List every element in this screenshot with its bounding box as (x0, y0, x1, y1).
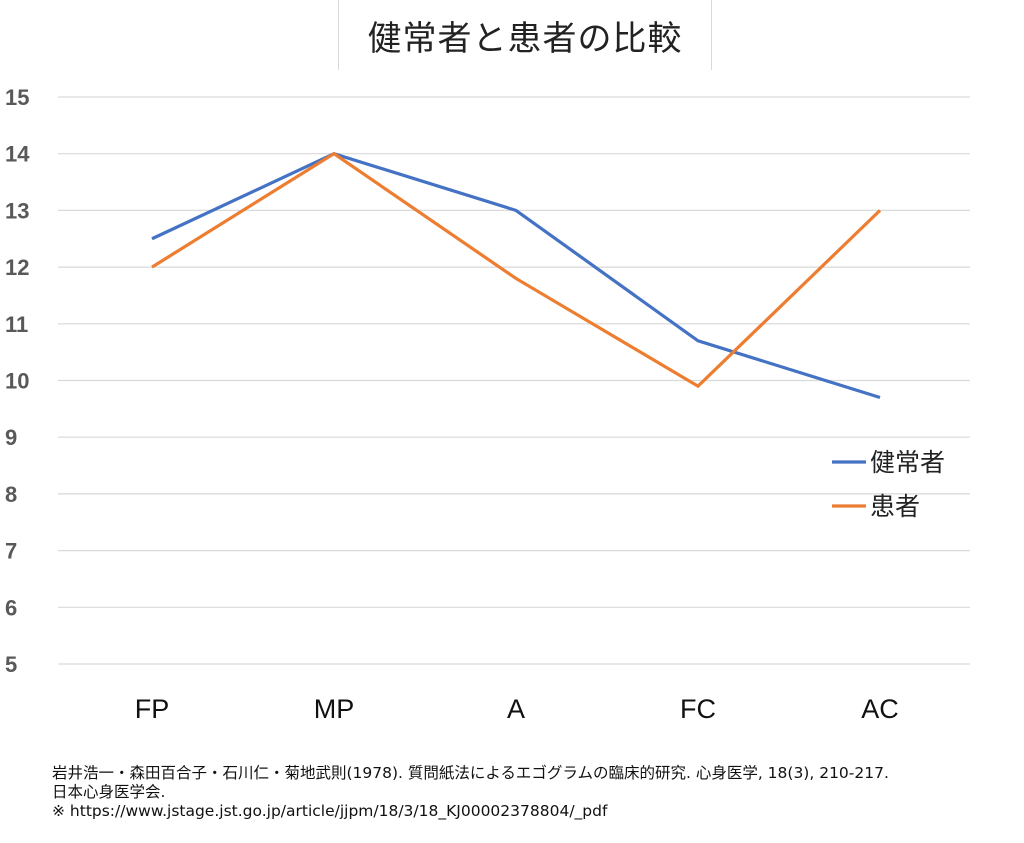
series-line (151, 151, 882, 389)
y-tick-label: 6 (5, 595, 17, 620)
citation-line-3: ※ https://www.jstage.jst.go.jp/article/j… (52, 802, 608, 820)
chart-title-box: 健常者と患者の比較 (338, 0, 712, 70)
y-tick-label: 14 (5, 142, 30, 167)
chart-title: 健常者と患者の比較 (367, 18, 683, 59)
y-tick-label: 8 (5, 482, 17, 507)
legend-label: 患者 (870, 492, 920, 521)
citation-line-1: 岩井浩一・森田百合子・石川仁・菊地武則(1978). 質問紙法によるエゴグラムの… (52, 764, 889, 782)
y-tick-label: 11 (5, 312, 28, 337)
y-tick-label: 7 (5, 539, 17, 564)
y-tick-label: 15 (5, 85, 29, 110)
y-tick-label: 10 (5, 369, 29, 394)
y-tick-label: 12 (5, 255, 29, 280)
x-tick-label: FP (135, 694, 170, 724)
y-tick-label: 13 (5, 198, 29, 223)
x-tick-label: MP (314, 694, 355, 724)
series-line (151, 151, 881, 400)
x-tick-label: FC (680, 694, 716, 724)
x-tick-label: AC (861, 694, 899, 724)
legend-label: 健常者 (870, 448, 945, 477)
y-tick-label: 5 (5, 652, 17, 677)
citation-line-2: 日本心身医学会. (52, 783, 166, 801)
x-tick-label: A (507, 694, 525, 724)
y-tick-label: 9 (5, 425, 17, 450)
citation: 岩井浩一・森田百合子・石川仁・菊地武則(1978). 質問紙法によるエゴグラムの… (52, 764, 1012, 821)
